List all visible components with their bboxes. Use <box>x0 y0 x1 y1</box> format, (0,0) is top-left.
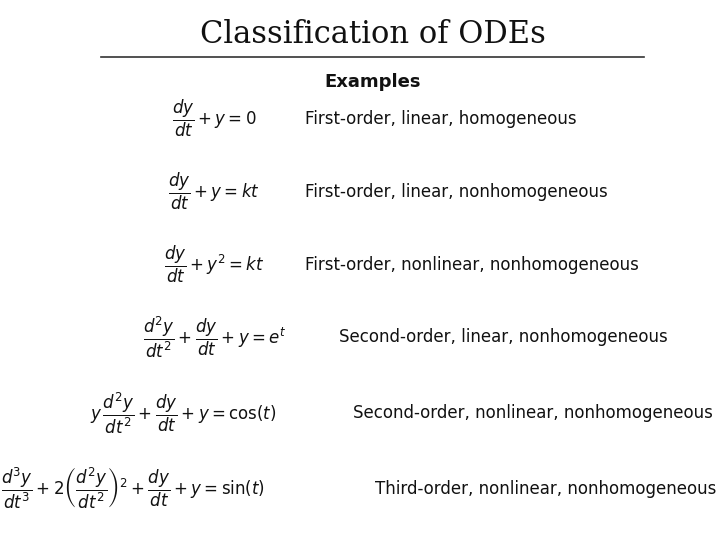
Text: $\dfrac{dy}{dt} + y = 0$: $\dfrac{dy}{dt} + y = 0$ <box>172 98 256 139</box>
Text: First-order, linear, nonhomogeneous: First-order, linear, nonhomogeneous <box>305 183 608 201</box>
Text: Examples: Examples <box>324 73 420 91</box>
Text: Third-order, nonlinear, nonhomogeneous: Third-order, nonlinear, nonhomogeneous <box>375 480 716 498</box>
Text: Second-order, linear, nonhomogeneous: Second-order, linear, nonhomogeneous <box>338 328 667 347</box>
Text: $y\,\dfrac{d^2y}{dt^2} + \dfrac{dy}{dt} + y = \cos(t)$: $y\,\dfrac{d^2y}{dt^2} + \dfrac{dy}{dt} … <box>90 390 276 436</box>
Text: $\dfrac{dy}{dt} + y = kt$: $\dfrac{dy}{dt} + y = kt$ <box>168 171 260 212</box>
Text: $\dfrac{d^3y}{dt^3} + 2\left(\dfrac{d^2y}{dt^2}\right)^{2} + \dfrac{dy}{dt} + y : $\dfrac{d^3y}{dt^3} + 2\left(\dfrac{d^2y… <box>1 466 264 511</box>
Text: $\dfrac{dy}{dt} + y^2 = kt$: $\dfrac{dy}{dt} + y^2 = kt$ <box>164 244 265 285</box>
Text: Classification of ODEs: Classification of ODEs <box>199 19 546 50</box>
Text: First-order, nonlinear, nonhomogeneous: First-order, nonlinear, nonhomogeneous <box>305 255 639 274</box>
Text: First-order, linear, homogeneous: First-order, linear, homogeneous <box>305 110 576 128</box>
Text: Second-order, nonlinear, nonhomogeneous: Second-order, nonlinear, nonhomogeneous <box>353 404 713 422</box>
Text: $\dfrac{d^2y}{dt^2} + \dfrac{dy}{dt} + y = e^t$: $\dfrac{d^2y}{dt^2} + \dfrac{dy}{dt} + y… <box>143 315 286 360</box>
